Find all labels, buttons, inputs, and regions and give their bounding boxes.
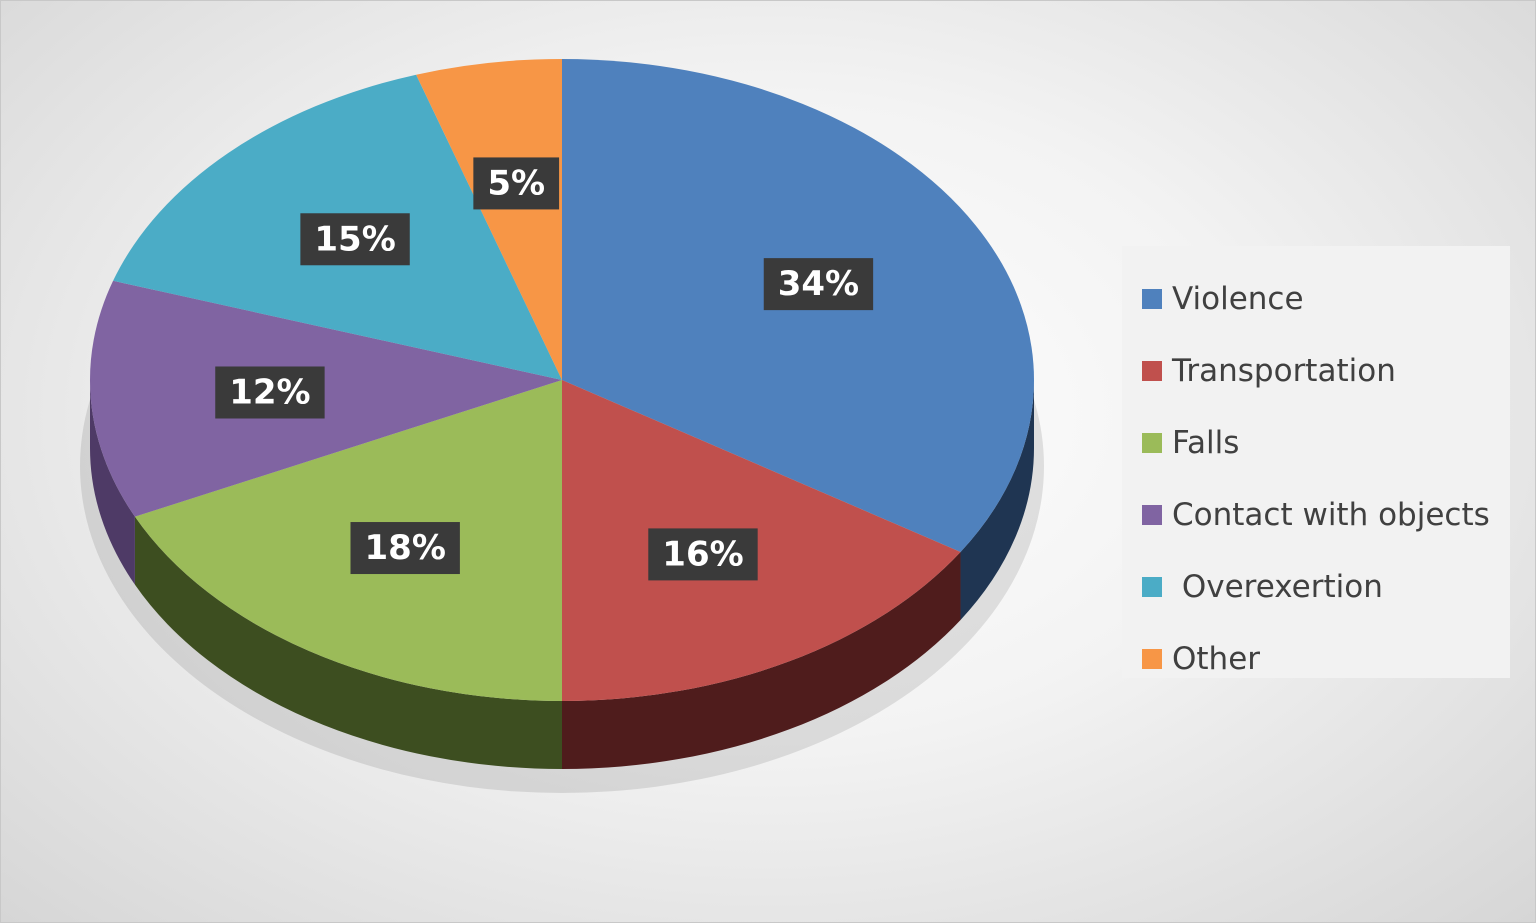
data-label-overexertion: 15% — [300, 213, 410, 266]
pie-side-transportation — [562, 552, 961, 769]
data-label-text-overexertion: 15% — [314, 219, 395, 259]
pie-slice-transportation — [562, 380, 961, 701]
legend-swatch-overexertion — [1142, 577, 1162, 597]
pie-slice-falls — [134, 380, 562, 701]
legend-item-violence: Violence — [1142, 263, 1510, 335]
legend-item-other: Other — [1142, 623, 1510, 695]
pie-slice-contact-with-objects — [90, 280, 563, 517]
data-label-text-violence: 34% — [778, 264, 859, 304]
legend-label-transportation: Transportation — [1172, 353, 1396, 389]
legend-swatch-falls — [1142, 433, 1162, 453]
data-label-contact-with-objects: 12% — [215, 366, 325, 419]
legend-item-contact-with-objects: Contact with objects — [1142, 479, 1510, 551]
data-label-transportation: 16% — [648, 528, 758, 581]
data-label-text-other: 5% — [487, 163, 545, 203]
legend-item-transportation: Transportation — [1142, 335, 1510, 407]
data-label-box-contact-with-objects — [215, 366, 325, 419]
legend-label-other: Other — [1172, 641, 1261, 677]
data-label-violence: 34% — [763, 258, 874, 311]
legend: Violence Transportation Falls Contact with … — [1122, 246, 1510, 678]
data-label-text-transportation: 16% — [662, 534, 743, 574]
legend-swatch-contact-with-objects — [1142, 505, 1162, 525]
legend-item-overexertion: Overexertion — [1142, 551, 1510, 623]
pie-side-contact-with-objects — [90, 380, 135, 585]
legend-swatch-violence — [1142, 289, 1162, 309]
data-label-other: 5% — [473, 157, 560, 210]
pie-slice-other — [416, 59, 562, 380]
data-label-box-overexertion — [300, 213, 410, 266]
data-label-falls: 18% — [350, 522, 460, 575]
pie-side-falls — [134, 516, 562, 769]
data-label-text-falls: 18% — [365, 528, 446, 568]
legend-label-contact-with-objects: Contact with objects — [1172, 497, 1490, 533]
data-label-box-violence — [763, 258, 874, 311]
pie-side-violence — [960, 380, 1034, 621]
legend-swatch-other — [1142, 649, 1162, 669]
data-label-text-contact-with-objects: 12% — [229, 372, 310, 412]
legend-item-falls: Falls — [1142, 407, 1510, 479]
legend-swatch-transportation — [1142, 361, 1162, 381]
legend-label-violence: Violence — [1172, 281, 1304, 317]
data-label-box-transportation — [648, 528, 758, 581]
data-label-box-other — [473, 157, 560, 210]
legend-label-falls: Falls — [1172, 425, 1240, 461]
legend-label-overexertion: Overexertion — [1172, 569, 1383, 605]
data-label-box-falls — [350, 522, 460, 575]
